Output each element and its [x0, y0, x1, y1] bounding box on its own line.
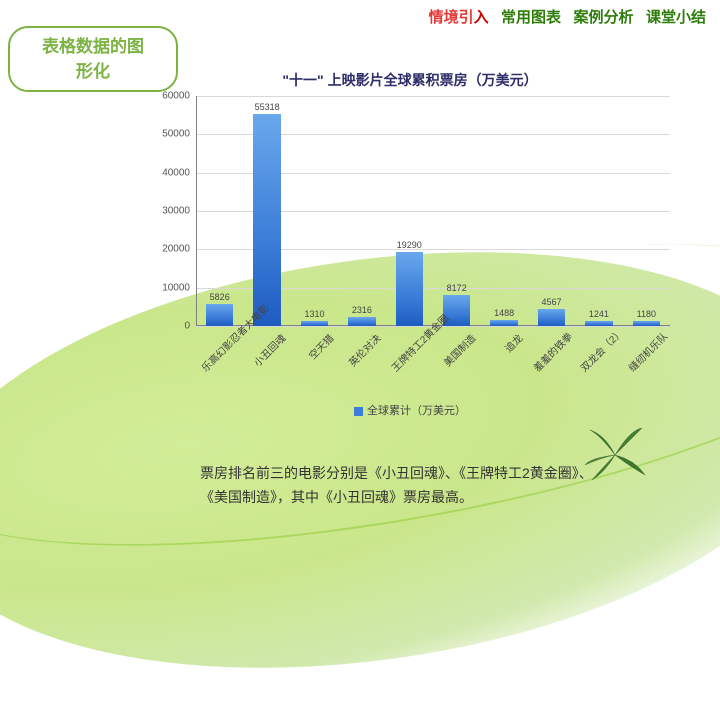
legend-swatch: [354, 407, 363, 416]
x-tick-label: 空天猎: [292, 330, 336, 374]
legend-label: 全球累计（万美元）: [367, 405, 466, 417]
bar: [253, 114, 280, 326]
nav-label-suffix: 入: [474, 9, 489, 26]
bar-value-label: 5826: [210, 292, 230, 302]
y-tick-label: 30000: [162, 206, 190, 217]
x-tick-label: 王牌特工2黄金圈: [387, 330, 431, 374]
body-text: 票房排名前三的电影分别是《小丑回魂》、《王牌特工2黄金圈》、《美国制造》，其中《…: [200, 462, 600, 510]
section-title-pill: 表格数据的图 形化: [8, 26, 178, 92]
bar-wrap: 55318: [243, 102, 290, 326]
bar-wrap: 1180: [623, 309, 670, 326]
bar: [538, 309, 565, 327]
section-title-line2: 形化: [20, 57, 166, 82]
x-tick-label: 小丑回魂: [245, 330, 289, 374]
bar-value-label: 1488: [494, 308, 514, 318]
y-tick-label: 60000: [162, 91, 190, 102]
x-tick-label: 双龙会（2）: [576, 330, 620, 374]
grid-line: [196, 96, 670, 97]
bar: [396, 252, 423, 326]
x-tick-label: 追龙: [482, 330, 526, 374]
y-tick-label: 20000: [162, 244, 190, 255]
bar-value-label: 8172: [447, 283, 467, 293]
chart-plot-area: 0100002000030000400005000060000582655318…: [196, 96, 670, 326]
x-tick-label: 美国制造: [434, 330, 478, 374]
nav-item-summary[interactable]: 课堂小结: [646, 6, 706, 27]
x-tick-label: 缝纫机乐队: [624, 330, 668, 374]
bar-wrap: 1241: [575, 309, 622, 326]
y-tick-label: 10000: [162, 282, 190, 293]
bar-wrap: 1310: [291, 309, 338, 326]
section-title-line1: 表格数据的图: [20, 32, 166, 57]
bar-value-label: 1310: [304, 309, 324, 319]
bar-value-label: 55318: [255, 102, 280, 112]
nav-label: 情境引: [429, 9, 474, 26]
chart-legend: 全球累计（万美元）: [150, 402, 670, 418]
bar-wrap: 1488: [480, 308, 527, 326]
bar-wrap: 2316: [338, 305, 385, 326]
nav-item-charts[interactable]: 常用图表: [501, 6, 561, 27]
bar-wrap: 19290: [386, 240, 433, 326]
bar-value-label: 19290: [397, 240, 422, 250]
bar-chart: "十一" 上映影片全球累积票房（万美元） 0 10000 20000 30000 400…: [150, 70, 670, 420]
y-tick-label: 40000: [162, 167, 190, 178]
bar-value-label: 4567: [541, 297, 561, 307]
chart-title: "十一" 上映影片全球累积票房（万美元）: [150, 70, 670, 90]
x-tick-label: 乐高幻影忍者大电影: [197, 330, 241, 374]
bar-value-label: 1180: [637, 309, 656, 319]
bar-wrap: 4567: [528, 297, 575, 327]
bar: [206, 304, 233, 326]
nav-item-context[interactable]: 情境引入: [429, 6, 489, 27]
bar-value-label: 1241: [589, 309, 609, 319]
top-nav: 情境引入 常用图表 案例分析 课堂小结: [425, 6, 710, 27]
bar-wrap: 5826: [196, 292, 243, 326]
bar-value-label: 2316: [352, 305, 372, 315]
bar: [348, 317, 375, 326]
y-tick-label: 0: [184, 321, 190, 332]
y-tick-label: 50000: [162, 129, 190, 140]
x-tick-label: 英伦对决: [339, 330, 383, 374]
x-tick-label: 羞羞的铁拳: [529, 330, 573, 374]
chart-x-labels: 乐高幻影忍者大电影小丑回魂空天猎英伦对决王牌特工2黄金圈美国制造追龙羞羞的铁拳双…: [196, 326, 670, 398]
nav-item-cases[interactable]: 案例分析: [574, 6, 634, 27]
